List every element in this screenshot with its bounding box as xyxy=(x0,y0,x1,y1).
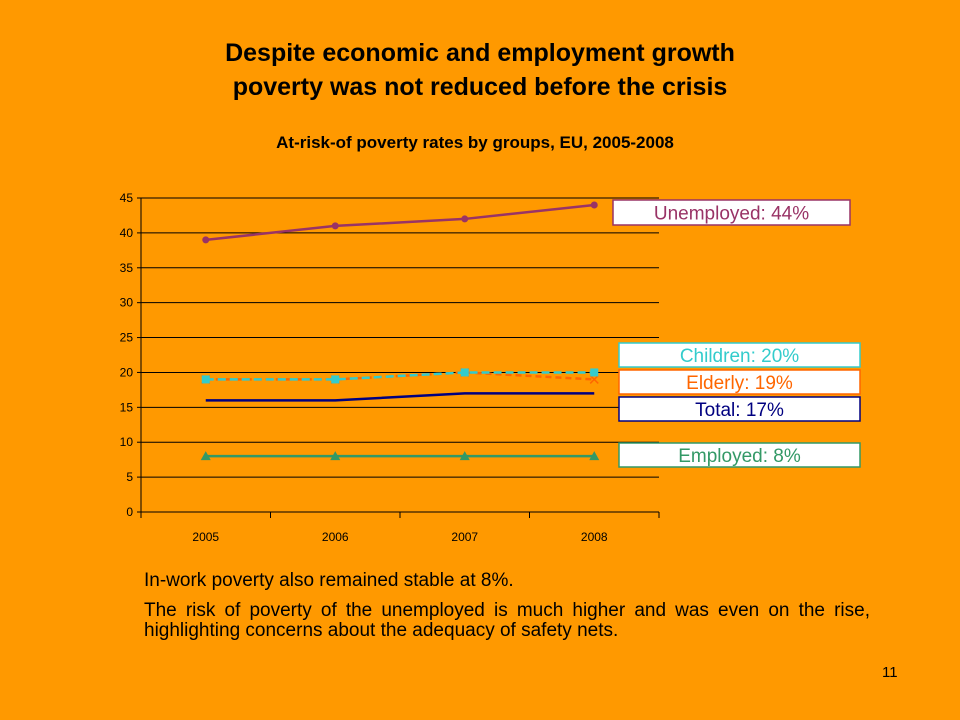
x-tick-label-2007: 2007 xyxy=(451,530,478,544)
data-point-elderly-2008 xyxy=(589,374,599,384)
slide-title: Despite economic and employment growth p… xyxy=(0,36,960,104)
data-point-employed-2005 xyxy=(200,451,211,461)
data-point-employed-2006 xyxy=(330,451,341,461)
y-tick-label: 45 xyxy=(120,191,134,205)
data-point-children-2005 xyxy=(201,375,210,384)
data-point-children-2008 xyxy=(590,368,599,377)
series-label-children: Children: 20% xyxy=(680,346,799,367)
line-chart: 0 5 10 15 20 25 30 35 40 45 2005 2006 2007 2008 Unempl… xyxy=(120,191,861,544)
data-point-unemployed-2006 xyxy=(331,222,339,230)
series-label-box-elderly xyxy=(618,369,861,395)
data-point-unemployed-2008 xyxy=(590,201,598,209)
y-tick-label: 35 xyxy=(120,261,134,275)
series-label-unemployed: Unemployed: 44% xyxy=(654,204,809,225)
series-line-unemployed xyxy=(205,203,595,242)
data-point-employed-2008 xyxy=(589,451,600,461)
data-point-children-2007 xyxy=(460,368,469,377)
series-label-box-unemployed xyxy=(612,199,851,226)
slide-title-line-1: Despite economic and employment growth xyxy=(225,39,735,67)
series-label-employed: Employed: 8% xyxy=(678,446,801,467)
y-tick-label: 40 xyxy=(120,226,134,240)
paragraph-in-work-poverty: In-work poverty also remained stable at … xyxy=(144,570,514,591)
data-point-employed-2007 xyxy=(459,451,470,461)
series-label-elderly: Elderly: 19% xyxy=(686,373,793,394)
y-tick-label: 15 xyxy=(120,400,134,414)
y-tick-label: 20 xyxy=(120,365,134,379)
y-tick-label: 0 xyxy=(126,505,133,519)
series-label-box-employed xyxy=(618,442,861,468)
x-tick-label-2006: 2006 xyxy=(322,530,349,544)
page-number: 11 xyxy=(882,664,898,681)
chart-title: At-risk-of poverty rates by groups, EU, … xyxy=(276,133,674,152)
y-tick-label: 5 xyxy=(126,470,133,484)
data-point-unemployed-2007 xyxy=(461,215,469,223)
series-label-total: Total: 17% xyxy=(695,400,784,421)
slide-title-line-2: poverty was not reduced before the crisi… xyxy=(232,73,728,101)
paragraph-unemployed-risk: The risk of poverty of the unemployed is… xyxy=(144,600,870,641)
data-point-unemployed-2005 xyxy=(202,236,210,244)
x-tick-label-2005: 2005 xyxy=(192,530,219,544)
x-tick-label-2008: 2008 xyxy=(581,530,608,544)
y-tick-label: 10 xyxy=(120,435,134,449)
data-point-children-2006 xyxy=(331,375,340,384)
series-label-box-total xyxy=(618,396,861,422)
y-tick-label: 30 xyxy=(120,296,134,310)
series-label-box-children xyxy=(618,342,861,368)
series-line-total xyxy=(205,392,595,402)
series-line-children xyxy=(205,371,595,381)
y-tick-label: 25 xyxy=(120,331,134,345)
